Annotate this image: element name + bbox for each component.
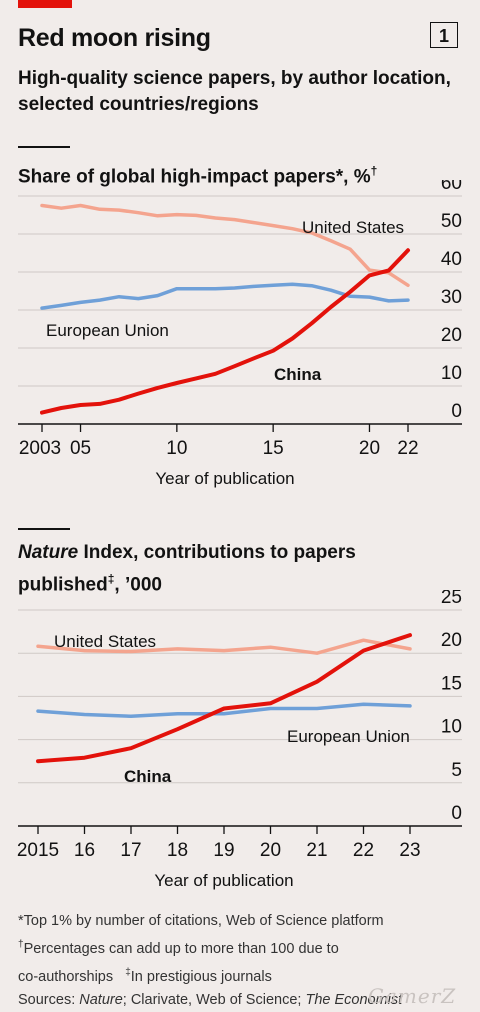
panel2-title-rest: Index, contributions to papers published (18, 542, 356, 596)
y-tick-label: 0 (451, 401, 462, 422)
sources-line: Sources: Nature; Clarivate, Web of Scien… (18, 989, 468, 1012)
y-tick-label: 5 (451, 760, 462, 781)
x-tick-label: 22 (353, 840, 374, 861)
series-line-united-states (36, 638, 412, 655)
x-tick-label: 17 (120, 840, 141, 861)
panel1-title: Share of global high-impact papers*, %† (18, 158, 458, 190)
series-label-us: United States (302, 218, 404, 237)
chart-number-badge: 1 (430, 22, 458, 48)
x-tick-label: 05 (70, 438, 91, 459)
series-label-us: United States (54, 632, 156, 651)
series-label-eu: European Union (46, 321, 169, 340)
chart-title: Red moon rising (18, 24, 211, 52)
x-tick-label: 20 (359, 438, 380, 459)
panel2-title-suffix: , ’000 (114, 574, 162, 596)
sources-economist: The Economist (305, 991, 403, 1008)
x-tick-label: 15 (263, 438, 284, 459)
panel2-title-mark: ‡ (107, 572, 115, 586)
panel2-title-italic: Nature (18, 542, 79, 563)
series-label-eu: European Union (287, 727, 410, 746)
y-tick-label: 40 (441, 249, 462, 270)
sources-label: Sources: (18, 991, 80, 1008)
series-line-china (40, 248, 410, 415)
panel1-rule (18, 146, 70, 148)
y-tick-label: 10 (441, 717, 462, 738)
x-tick-label: 19 (213, 840, 234, 861)
panel1-title-mark: † (370, 164, 378, 178)
chart-subtitle: High-quality science papers, by author l… (18, 68, 451, 115)
series-line-european-union (36, 702, 412, 719)
watermark: GamerZ (368, 984, 457, 1008)
y-tick-label: 15 (441, 673, 462, 694)
x-tick-label: 21 (306, 840, 327, 861)
panel2-title: Nature Index, contributions to papers pu… (18, 540, 458, 598)
y-tick-label: 10 (441, 363, 462, 384)
series-line-china (36, 633, 412, 764)
series-line-united-states (40, 203, 410, 288)
y-tick-label: 20 (441, 630, 462, 651)
footnote-3-mark: ‡ (125, 966, 131, 978)
x-axis-title: Year of publication (155, 469, 294, 488)
series-label-china: China (274, 365, 322, 384)
chart-nature-index: 0 5 10 15 20 25 2015 16 17 18 19 20 21 22 23 Year of pu… (17, 590, 462, 890)
panel2-rule (18, 528, 70, 530)
x-axis-title: Year of publication (154, 871, 293, 890)
x-tick-label: 23 (399, 840, 420, 861)
sources-mid: ; Clarivate, Web of Science; (122, 991, 306, 1008)
x-tick-label: 22 (397, 438, 418, 459)
x-tick-label: 18 (167, 840, 188, 861)
y-tick-label: 20 (441, 325, 462, 346)
footnote-3: co-authorships ‡In prestigious journals (18, 961, 468, 989)
footnote-2-mark: † (18, 939, 24, 950)
footnote-2-text: Percentages can add up to more than 100 … (23, 940, 339, 957)
x-tick-label: 2015 (17, 840, 59, 861)
chart-share-papers: 0 10 20 30 40 50 60 2003 05 10 15 20 22 Year of publi… (18, 180, 462, 488)
x-tick-label: 20 (260, 840, 281, 861)
x-tick-label: 16 (74, 840, 95, 861)
y-tick-label: 60 (441, 180, 462, 194)
y-tick-label: 0 (451, 803, 462, 824)
footnote-3-text: co-authorships (18, 968, 114, 985)
x-tick-label: 2003 (19, 438, 61, 459)
y-tick-label: 50 (441, 211, 462, 232)
y-tick-label: 30 (441, 287, 462, 308)
footnote-3-rest: In prestigious journals (130, 968, 272, 985)
footnote-1: *Top 1% by number of citations, Web of S… (18, 913, 384, 929)
x-tick-label: 10 (166, 438, 187, 459)
y-tick-label: 25 (441, 590, 462, 608)
panel1-title-text: Share of global high-impact papers*, % (18, 166, 371, 188)
sources-nature: Nature (79, 991, 123, 1008)
brand-red-bar (18, 0, 72, 8)
footnote-2: †Percentages can add up to more than 100… (18, 933, 468, 961)
footnotes: *Top 1% by number of citations, Web of S… (18, 910, 468, 1012)
series-label-china: China (124, 767, 172, 786)
